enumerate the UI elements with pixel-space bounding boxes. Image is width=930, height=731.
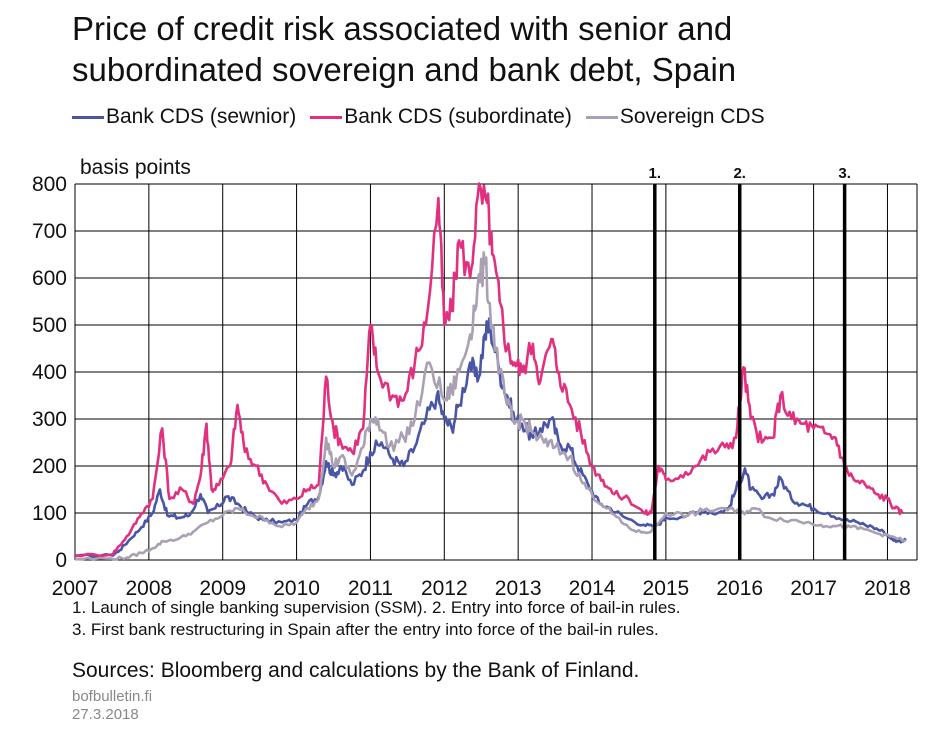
footnote-line-1: 1. Launch of single banking supervision … (72, 598, 681, 617)
series-line-sovereign-cds (74, 251, 907, 561)
legend: Bank CDS (sewnior) Bank CDS (subordinate… (72, 103, 779, 131)
x-tick-label: 2018 (864, 577, 911, 600)
x-tick-label: 2011 (348, 577, 393, 600)
x-tick-label: 2007 (52, 577, 99, 600)
series-line-bank-cds-sewnior (74, 317, 907, 559)
x-tick-label: 2010 (273, 577, 320, 600)
legend-item-bank-cds-senior: Bank CDS (sewnior) (72, 105, 296, 129)
legend-swatch-bank-cds-senior (72, 115, 104, 119)
legend-swatch-bank-cds-subordinate (310, 115, 343, 119)
legend-label-bank-cds-senior: Bank CDS (sewnior) (106, 105, 297, 128)
line-chart: 0 100 200 300 400 500 600 700 800 2007 2008 2009 201… (32, 156, 918, 600)
footnotes: 1. Launch of single banking supervision … (72, 597, 681, 641)
x-tick-label: 2014 (569, 577, 616, 600)
legend-item-bank-cds-subordinate: Bank CDS (subordinate) (310, 105, 572, 129)
legend-swatch-sovereign-cds (585, 115, 618, 119)
x-tick-label: 2017 (790, 577, 837, 600)
y-tick-label: 800 (32, 173, 67, 196)
footnote-line-2: 3. First bank restructuring in Spain aft… (72, 620, 659, 639)
series-line-bank-cds-subordinate (74, 182, 904, 558)
event-marker-label: 3. (838, 165, 851, 182)
y-tick-label: 0 (55, 549, 67, 572)
y-tick-label: 400 (32, 361, 67, 384)
x-tick-label: 2008 (126, 577, 173, 600)
y-axis-label: basis points (80, 156, 191, 179)
x-tick-label: 2012 (421, 577, 468, 600)
x-tick-label: 2015 (643, 577, 690, 600)
y-tick-label: 300 (32, 408, 67, 431)
y-tick-label: 500 (32, 314, 67, 337)
y-tick-label: 700 (32, 220, 67, 243)
legend-item-sovereign-cds: Sovereign CDS (585, 105, 765, 129)
y-tick-label: 600 (32, 267, 67, 290)
y-tick-label: 100 (32, 502, 67, 525)
legend-label-bank-cds-subordinate: Bank CDS (subordinate) (344, 105, 572, 128)
y-tick-label: 200 (32, 455, 67, 478)
site-name: bofbulletin.fi (72, 688, 153, 705)
event-marker-label: 2. (733, 165, 746, 182)
sources-text: Sources: Bloomberg and calculations by t… (72, 659, 640, 682)
publisher-info: bofbulletin.fi 27.3.2018 (72, 688, 152, 724)
chart-title: Price of credit risk associated with sen… (72, 8, 922, 90)
legend-label-sovereign-cds: Sovereign CDS (619, 105, 765, 128)
chart-title-line-1: Price of credit risk associated with sen… (72, 10, 733, 47)
chart-title-line-2: subordinated sovereign and bank debt, Sp… (72, 51, 737, 88)
event-marker-label: 1. (649, 165, 662, 182)
x-tick-label: 2009 (199, 577, 246, 600)
x-tick-label: 2013 (495, 577, 542, 600)
x-tick-label: 2016 (716, 577, 763, 600)
publish-date: 27.3.2018 (72, 706, 139, 723)
